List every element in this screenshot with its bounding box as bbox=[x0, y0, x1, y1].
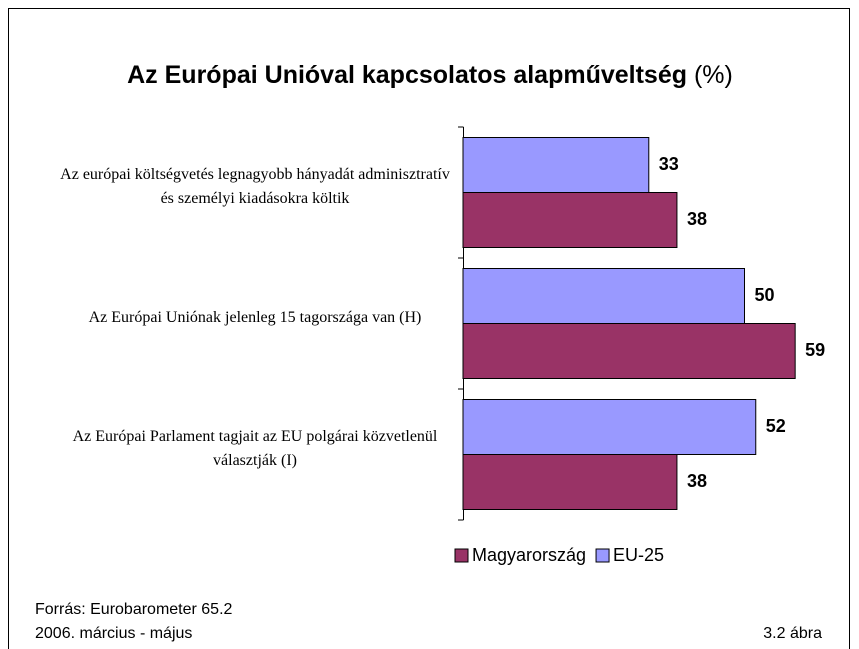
bar bbox=[462, 399, 757, 455]
data-label: 38 bbox=[687, 209, 707, 229]
source: Forrás: Eurobarometer 65.2 bbox=[35, 601, 233, 618]
title-main: Az Európai Unióval kapcsolatos alapművel… bbox=[127, 61, 687, 89]
data-label: 38 bbox=[687, 471, 707, 491]
figure-label: 3.2 ábra bbox=[763, 625, 822, 642]
category-label: Az európai költségvetés legnagyobb hánya… bbox=[60, 165, 450, 207]
period: 2006. március - május bbox=[35, 625, 192, 642]
legend-label: Magyarország bbox=[472, 545, 586, 565]
bar bbox=[462, 192, 678, 248]
bar bbox=[462, 137, 650, 193]
data-label: 59 bbox=[805, 340, 825, 360]
frame bbox=[8, 8, 850, 649]
data-label: 50 bbox=[755, 285, 775, 305]
data-label: 33 bbox=[659, 154, 679, 174]
title-unit: (%) bbox=[694, 61, 733, 89]
legend-swatch bbox=[595, 548, 610, 563]
legend-swatch bbox=[454, 548, 469, 563]
bar bbox=[462, 454, 678, 510]
category-label: Az Európai Uniónak jelenleg 15 tagország… bbox=[88, 308, 422, 326]
legend-label: EU-25 bbox=[613, 545, 664, 565]
bar bbox=[462, 268, 745, 324]
bar bbox=[462, 323, 796, 379]
category-label: Az Európai Parlament tagjait az EU polgá… bbox=[72, 427, 438, 469]
chart-title: Az Európai Unióval kapcsolatos alapművel… bbox=[127, 61, 733, 89]
data-label: 52 bbox=[766, 416, 786, 436]
